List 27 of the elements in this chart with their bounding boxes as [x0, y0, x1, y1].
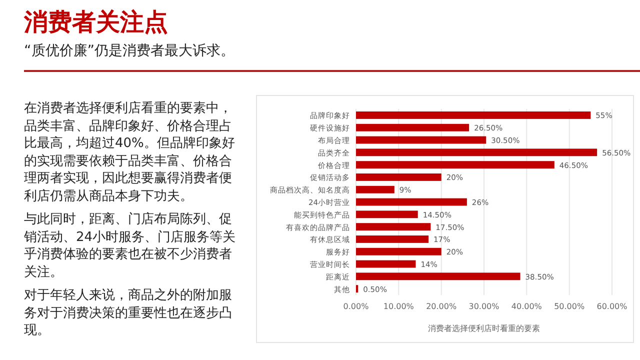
bar — [356, 186, 394, 194]
text: 消费者关注点 — [24, 7, 168, 38]
x-tick-label: 20.00% — [426, 302, 457, 311]
bar — [356, 260, 416, 268]
bar — [356, 111, 591, 119]
x-tick-label: 60.00% — [596, 302, 628, 311]
bar — [356, 223, 431, 231]
bar — [356, 136, 486, 144]
bar — [356, 235, 429, 243]
x-tick-label: 10.00% — [383, 302, 414, 311]
text: 在消费者选择便利店看重的要素中，品类丰富、品牌印象好、价格合理占比最高，均超过40%。但品牌印象好的实现需要依赖于品类丰富、价格合理两者实现，因此想要赢得消费者便利店仍需从商品本身下功夫。 — [24, 100, 236, 205]
bar — [356, 173, 442, 181]
bar — [356, 198, 467, 206]
bar — [356, 248, 442, 256]
bar — [356, 272, 520, 280]
text: 与此同时，距离、门店布局陈列、促销活动、24小时服务、门店服务等关乎消费体验的要素也在被不少消费者关注。 — [24, 211, 237, 281]
x-tick-label: 30.00% — [468, 302, 500, 311]
x-tick-label: 50.00% — [554, 302, 585, 311]
bar — [356, 124, 470, 132]
bar — [356, 161, 554, 169]
bar — [356, 148, 598, 156]
x-axis-title: 消费者选择便利店时看重的要素 — [428, 324, 540, 333]
bar — [356, 210, 418, 218]
text: 对于年轻人来说，商品之外的附加服务对于消费决策的重要性也在逐步凸现。 — [24, 287, 233, 340]
x-tick-label: 40.00% — [511, 302, 542, 311]
text: “质优价廉”仍是消费者最大诉求。 — [24, 42, 235, 60]
x-tick-label: 0.00% — [343, 302, 370, 311]
